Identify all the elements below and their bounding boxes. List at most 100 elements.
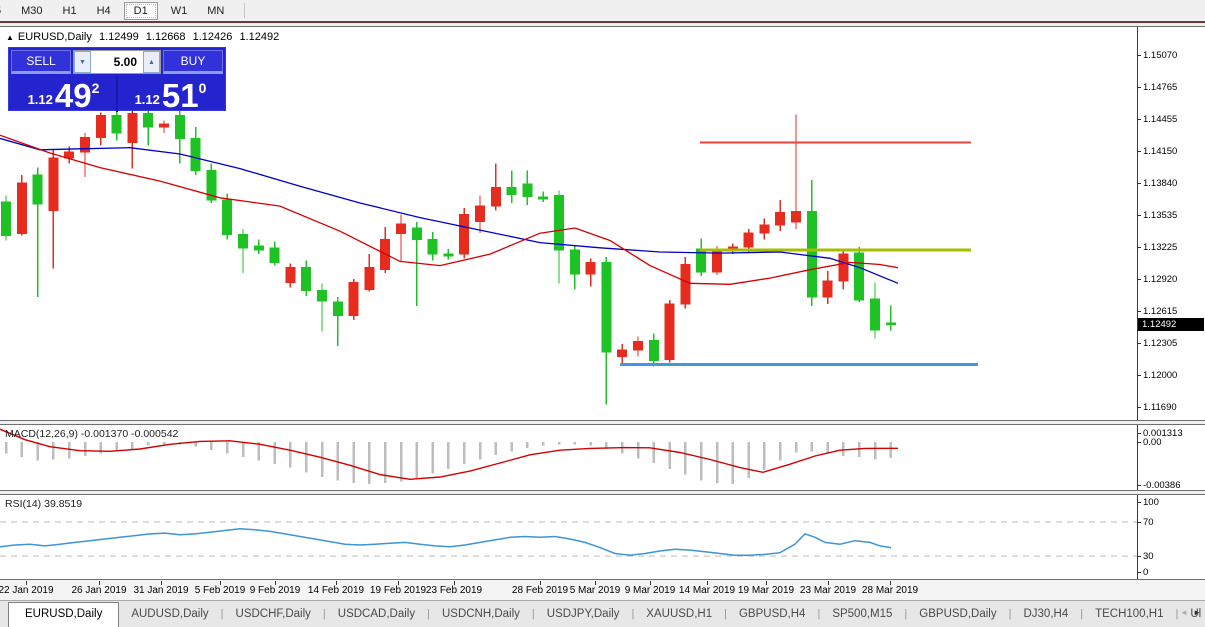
chart-tab-bar: EURUSD,Daily AUDUSD,Daily | USDCHF,Daily | US… — [0, 600, 1205, 627]
date-tick — [707, 581, 708, 585]
macd-plot — [0, 428, 899, 484]
chart-tab-GBPUSD-Daily[interactable]: GBPUSD,Daily — [919, 608, 997, 620]
tab-separator: | — [1080, 608, 1084, 620]
axis-tick — [1137, 87, 1141, 88]
tab-separator: | — [724, 608, 727, 620]
date-axis-label: 14 Mar 2019 — [678, 585, 736, 596]
axis-tick — [1137, 375, 1141, 376]
timeframe-button-H4[interactable]: H4 — [96, 4, 111, 17]
main-chart-pane[interactable]: ▲ EURUSD,Daily 1.12499 1.12668 1.12426 1.… — [0, 26, 1205, 421]
axis-tick — [1137, 485, 1141, 486]
buy-price-pip: 0 — [198, 80, 207, 96]
timeframe-button-H1[interactable]: H1 — [62, 4, 77, 17]
timeframe-button-W1[interactable]: W1 — [170, 4, 188, 17]
chart-tab-Ul[interactable]: Ul — [1190, 608, 1202, 620]
symbol-label: EURUSD,Daily — [17, 31, 92, 43]
date-axis-label: 19 Mar 2019 — [737, 585, 795, 596]
tab-separator: | — [817, 608, 821, 620]
tab-scroll-arrows: ◄ ► — [1180, 608, 1201, 617]
volume-input[interactable]: 5.00 — [113, 55, 137, 69]
date-tick — [26, 581, 27, 585]
axis-tick — [1137, 119, 1141, 120]
axis-tick — [1137, 215, 1141, 216]
chart-tab-SP500-M15[interactable]: SP500,M15 — [832, 608, 893, 620]
axis-tick — [1137, 311, 1141, 312]
buy-price-display[interactable]: 1.12 51 0 — [118, 76, 223, 112]
collapse-chart-icon[interactable]: ▲ — [6, 33, 14, 42]
volume-spinner: ▼ 5.00 ▲ — [73, 50, 161, 74]
tab-scroll-left-icon[interactable]: ◄ — [1180, 608, 1189, 617]
chart-tab-USDJPY-Daily[interactable]: USDJPY,Daily — [546, 608, 620, 620]
timeframe-button-M30[interactable]: M30 — [21, 4, 43, 17]
sell-price-main: 49 — [54, 76, 92, 114]
axis-tick — [1137, 343, 1141, 344]
buy-price-prefix: 1.12 — [134, 92, 160, 107]
date-axis[interactable]: 22 Jan 2019 26 Jan 2019 31 Jan 2019 5 Feb 2… — [0, 581, 1205, 600]
price-axis-label: 1.14765 — [1143, 82, 1178, 93]
chart-tab-USDCHF-Daily[interactable]: USDCHF,Daily — [235, 608, 311, 620]
chart-tab-USDCNH-Daily[interactable]: USDCNH,Daily — [441, 608, 520, 620]
timeframe-button-MN[interactable]: MN — [207, 4, 225, 17]
rsi-value: 39.8519 — [44, 498, 83, 510]
ohlc-low: 1.12426 — [192, 31, 233, 43]
volume-increase-icon[interactable]: ▲ — [143, 51, 160, 73]
timeframe-button-5[interactable]: 5 — [0, 3, 8, 19]
date-tick — [595, 581, 596, 585]
chart-tab-EURUSD-Daily[interactable]: EURUSD,Daily — [8, 602, 120, 627]
date-axis-label: 23 Mar 2019 — [799, 585, 857, 596]
chart-tab-XAUUSD-H1[interactable]: XAUUSD,H1 — [646, 608, 713, 620]
macd-indicator-pane[interactable]: MACD(12,26,9) -0.001370 -0.000542 0.0013… — [0, 424, 1205, 491]
date-tick — [220, 581, 221, 585]
macd-axis-label: 0.001313 — [1143, 428, 1183, 439]
chart-tab-AUDUSD-Daily[interactable]: AUDUSD,Daily — [131, 608, 209, 620]
macd-label: MACD(12,26,9) -0.001370 -0.000542 — [5, 428, 178, 440]
tab-separator: | — [631, 608, 635, 620]
rsi-name: RSI(14) — [5, 498, 42, 510]
chart-tab-GBPUSD-H4[interactable]: GBPUSD,H4 — [738, 608, 806, 620]
rsi-label: RSI(14) 39.8519 — [5, 498, 82, 510]
volume-decrease-icon[interactable]: ▼ — [74, 51, 91, 73]
sell-button[interactable]: SELL — [11, 50, 71, 74]
date-axis-label: 28 Mar 2019 — [861, 585, 919, 596]
axis-tick — [1137, 502, 1141, 503]
price-axis-label: 1.13535 — [1143, 210, 1178, 221]
ohlc-high: 1.12668 — [145, 31, 186, 43]
buy-button[interactable]: BUY — [163, 50, 223, 74]
rsi-axis-label: 100 — [1143, 497, 1159, 508]
chart-tab-TECH100-H1[interactable]: TECH100,H1 — [1095, 608, 1164, 620]
current-price-tag: 1.12492 — [1138, 318, 1204, 331]
timeframe-button-D1[interactable]: D1 — [123, 1, 158, 20]
axis-tick — [1137, 279, 1141, 280]
tab-scroll-right-icon[interactable]: ► — [1193, 608, 1201, 617]
price-axis-label: 1.14455 — [1143, 114, 1178, 125]
axis-tick — [1137, 442, 1141, 443]
axis-tick — [1137, 247, 1141, 248]
rsi-plot — [0, 521, 1137, 557]
tab-separator: | — [1008, 608, 1012, 620]
date-axis-label: 14 Feb 2019 — [307, 585, 365, 596]
macd-axis-label: 0.00 — [1143, 437, 1162, 448]
price-axis-label: 1.12615 — [1143, 306, 1178, 317]
macd-name: MACD(12,26,9) — [5, 428, 78, 440]
price-axis-label: 1.14150 — [1143, 146, 1178, 157]
price-axis-label: 1.11690 — [1143, 402, 1177, 413]
ohlc-open: 1.12499 — [98, 31, 139, 43]
axis-tick — [1137, 407, 1141, 408]
tab-separator: | — [1175, 608, 1179, 620]
chart-tab-DJ30-H4[interactable]: DJ30,H4 — [1023, 608, 1069, 620]
date-axis-label: 9 Mar 2019 — [624, 585, 676, 596]
chart-tab-USDCAD-Daily[interactable]: USDCAD,Daily — [337, 608, 416, 620]
tab-separator: | — [220, 608, 224, 620]
buy-price-main: 51 — [161, 76, 199, 114]
sell-price-display[interactable]: 1.12 49 2 — [11, 76, 116, 112]
price-axis-label: 1.13225 — [1143, 242, 1178, 253]
sell-price-prefix: 1.12 — [27, 92, 53, 107]
date-axis-label: 5 Mar 2019 — [569, 585, 621, 596]
chart-header: ▲ EURUSD,Daily 1.12499 1.12668 1.12426 1.… — [6, 31, 283, 43]
tab-separator: | — [322, 608, 326, 620]
rsi-indicator-pane[interactable]: RSI(14) 39.8519 100 70 30 0 — [0, 494, 1205, 580]
rsi-axis-label: 0 — [1143, 567, 1149, 578]
date-tick — [766, 581, 767, 585]
date-tick — [398, 581, 399, 585]
date-tick — [336, 581, 337, 585]
